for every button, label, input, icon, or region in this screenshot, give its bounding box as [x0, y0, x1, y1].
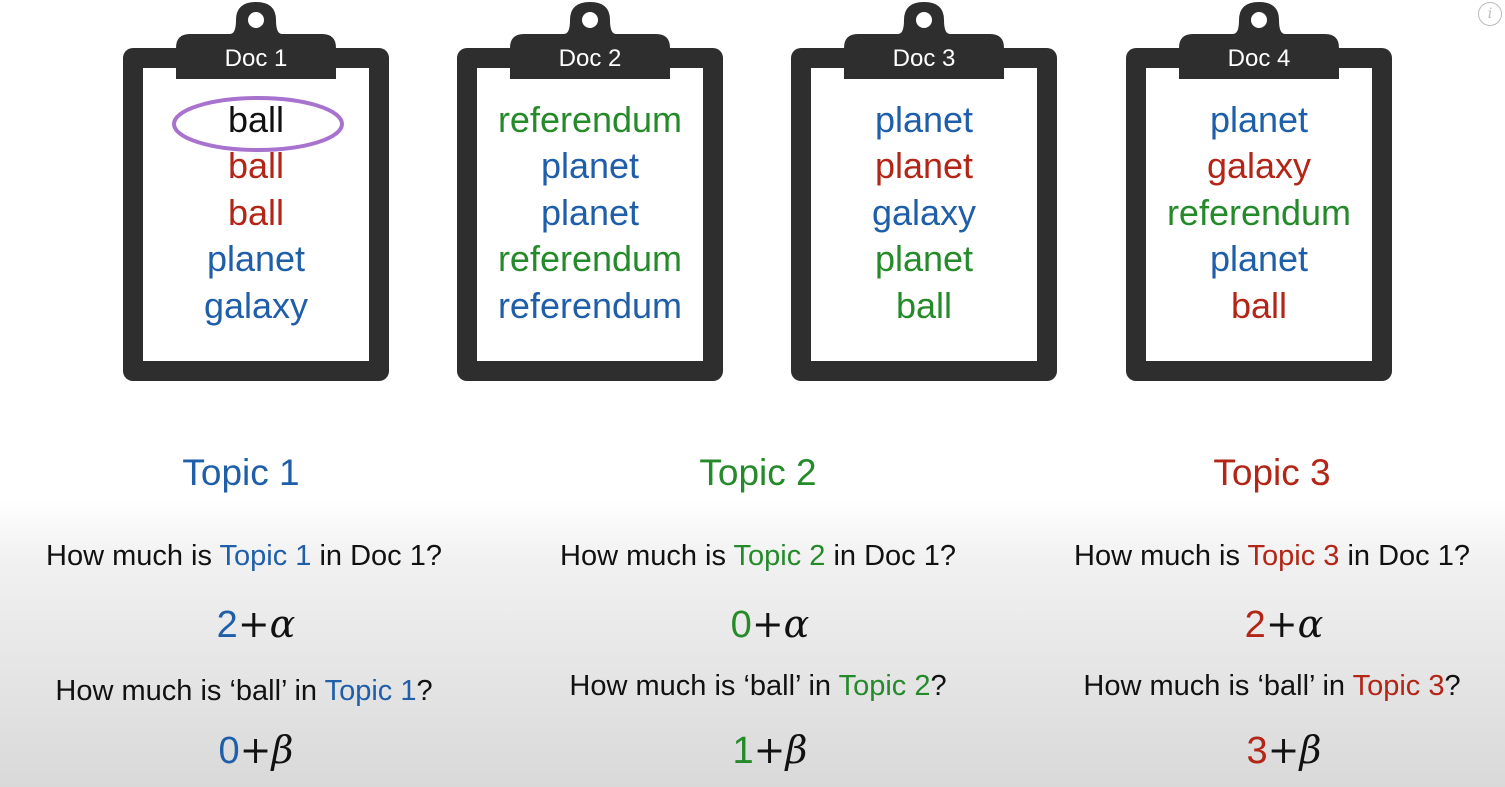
question-text: How much is ‘ball’ in: [569, 670, 839, 702]
question-text: in Doc 1?: [1339, 540, 1470, 572]
word-item: ball: [227, 191, 285, 233]
clipboard-icon: [791, 2, 1057, 381]
topic-reference: Topic 2: [733, 540, 826, 572]
doc-title: Doc 3: [892, 45, 956, 72]
word-item: galaxy: [871, 191, 977, 233]
alpha-symbol: α: [1297, 602, 1324, 646]
question-topic-in-doc: How much is Topic 3 in Doc 1?: [1052, 540, 1492, 573]
highlight-ring: [172, 96, 344, 152]
question-text: ?: [416, 675, 433, 707]
doc-title: Doc 1: [224, 45, 288, 72]
count-value: 2: [1244, 604, 1266, 646]
question-word-in-topic: How much is ‘ball’ in Topic 2?: [538, 670, 978, 703]
question-text: in Doc 1?: [825, 540, 956, 572]
question-word-in-topic: How much is ‘ball’ in Topic 1?: [24, 675, 464, 708]
word-item: referendum: [497, 99, 683, 140]
doc-title: Doc 2: [558, 45, 622, 72]
alpha-symbol: α: [783, 602, 810, 646]
clipboard-icon: [1126, 2, 1392, 381]
beta-symbol: β: [271, 728, 294, 772]
question-text: How much is ‘ball’ in: [1083, 670, 1353, 702]
topic-3-heading: Topic 3: [1213, 452, 1331, 493]
word-item: planet: [874, 145, 974, 187]
topic-2-heading: Topic 2: [699, 452, 817, 493]
question-text: in Doc 1?: [311, 540, 442, 572]
topic-reference: Topic 2: [838, 670, 931, 702]
word-item: planet: [874, 99, 974, 140]
word-list: planet galaxy referendum planet ball: [1146, 97, 1372, 329]
word-item: planet: [1209, 238, 1309, 280]
topic-reference: Topic 3: [1352, 670, 1445, 702]
alpha-expression: 0+α: [690, 602, 850, 647]
alpha-symbol: α: [269, 602, 296, 646]
question-text: How much is: [1074, 540, 1248, 572]
question-text: How much is ‘ball’ in: [55, 675, 325, 707]
count-value: 0: [218, 730, 240, 772]
plus-sign: +: [753, 728, 786, 772]
word-list: referendum planet planet referendum refe…: [477, 97, 703, 329]
question-word-in-topic: How much is ‘ball’ in Topic 3?: [1052, 670, 1492, 703]
count-value: 0: [730, 604, 752, 646]
count-value: 1: [732, 730, 754, 772]
word-item: planet: [540, 145, 640, 187]
word-item: referendum: [1166, 191, 1352, 233]
word-item: galaxy: [203, 284, 309, 326]
word-item: planet: [206, 238, 306, 280]
word-item: referendum: [497, 238, 683, 280]
beta-symbol: β: [1299, 728, 1322, 772]
plus-sign: +: [239, 728, 272, 772]
plus-sign: +: [1265, 602, 1298, 646]
plus-sign: +: [1267, 728, 1300, 772]
alpha-expression: 2+α: [1204, 602, 1364, 647]
clipboard-doc-2: Doc 2 referendum planet planet referendu…: [457, 0, 723, 382]
beta-expression: 1+β: [690, 728, 850, 773]
topic-1-heading: Topic 1: [182, 452, 300, 493]
word-item: planet: [874, 238, 974, 280]
count-value: 2: [216, 604, 238, 646]
clipboard-doc-3: Doc 3 planet planet galaxy planet ball: [791, 0, 1057, 382]
question-topic-in-doc: How much is Topic 1 in Doc 1?: [24, 540, 464, 573]
question-text: ?: [1444, 670, 1461, 702]
word-list: ball ball ball planet galaxy: [143, 97, 369, 329]
word-list: planet planet galaxy planet ball: [811, 97, 1037, 329]
word-item: ball: [895, 284, 953, 326]
clipboard-icon: [457, 2, 723, 381]
alpha-expression: 2+α: [176, 602, 336, 647]
word-item: referendum: [497, 284, 683, 326]
word-item: ball: [227, 145, 285, 187]
word-item: ball: [1230, 284, 1288, 326]
question-text: How much is: [46, 540, 220, 572]
clipboard-doc-4: Doc 4 planet galaxy referendum planet ba…: [1126, 0, 1392, 382]
word-item: galaxy: [1206, 145, 1312, 187]
doc-title: Doc 4: [1227, 45, 1291, 72]
count-value: 3: [1246, 730, 1268, 772]
topic-reference: Topic 3: [1247, 540, 1340, 572]
topic-reference: Topic 1: [324, 675, 417, 707]
word-item: ball: [227, 99, 285, 140]
word-item: planet: [540, 191, 640, 233]
question-text: ?: [930, 670, 947, 702]
plus-sign: +: [751, 602, 784, 646]
beta-symbol: β: [785, 728, 808, 772]
beta-expression: 0+β: [176, 728, 336, 773]
word-item: planet: [1209, 99, 1309, 140]
info-icon[interactable]: i: [1478, 2, 1502, 26]
beta-expression: 3+β: [1204, 728, 1364, 773]
question-topic-in-doc: How much is Topic 2 in Doc 1?: [538, 540, 978, 573]
topic-reference: Topic 1: [219, 540, 312, 572]
question-text: How much is: [560, 540, 734, 572]
clipboard-icon: [123, 2, 389, 381]
clipboard-doc-1: Doc 1 ball ball ball planet galaxy: [123, 0, 389, 382]
plus-sign: +: [237, 602, 270, 646]
